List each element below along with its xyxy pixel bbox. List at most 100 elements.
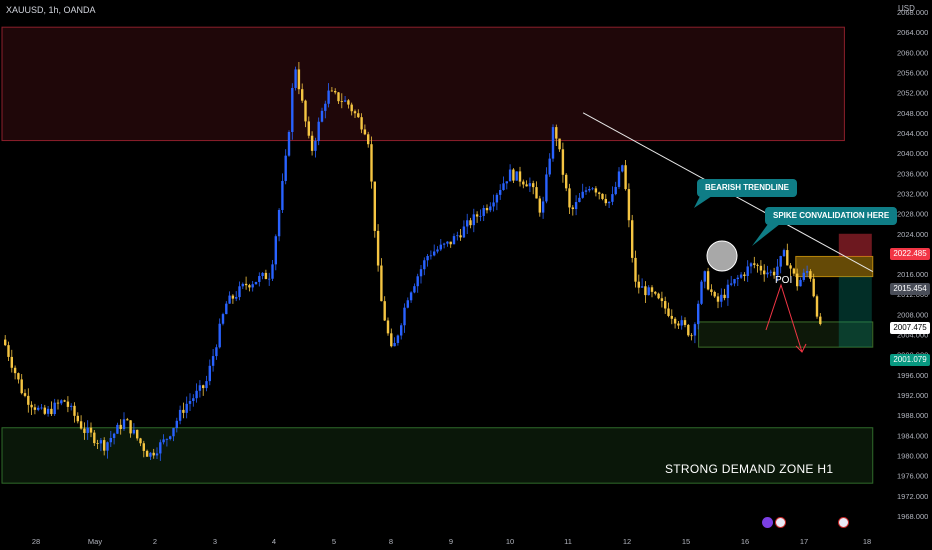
candle-body <box>515 171 518 181</box>
candle-body <box>367 134 370 145</box>
demand-zone-label: STRONG DEMAND ZONE H1 <box>665 462 834 476</box>
lightning-icon[interactable] <box>762 517 773 528</box>
spike-convalidation-callout: SPIKE CONVALIDATION HERE <box>765 207 898 225</box>
y-tick-label: 2028.000 <box>897 210 928 219</box>
candle-body <box>601 193 604 199</box>
candle-body <box>640 286 644 288</box>
candle-body <box>667 308 670 316</box>
candle-body <box>119 424 122 429</box>
candle-body <box>452 236 456 245</box>
candle-body <box>4 339 7 346</box>
y-tick-label: 2024.000 <box>897 230 928 239</box>
candle-body <box>637 281 640 288</box>
x-tick-label: 2 <box>153 537 157 546</box>
candle-body <box>132 429 136 434</box>
callout-pointer-spike <box>752 224 780 246</box>
candle-body <box>439 244 442 250</box>
candle-body <box>175 420 178 429</box>
candle-body <box>327 90 330 104</box>
y-tick-label: 1996.000 <box>897 371 928 380</box>
candle-body <box>277 209 281 237</box>
candle-body <box>442 243 446 245</box>
candle-body <box>518 171 522 182</box>
candle-body <box>677 323 680 326</box>
candle-body <box>706 271 710 290</box>
candle-body <box>126 419 129 421</box>
candle-body <box>301 89 304 101</box>
candle-body <box>343 100 347 102</box>
candle-body <box>512 169 515 181</box>
bearish-trendline-callout: BEARISH TRENDLINE <box>697 179 798 197</box>
y-tick-label: 2068.000 <box>897 8 928 17</box>
candle-body <box>40 407 43 409</box>
candle-body <box>812 278 815 297</box>
x-tick-label: 11 <box>564 537 572 546</box>
candle-body <box>185 403 188 413</box>
candle-body <box>548 158 551 175</box>
candle-body <box>136 429 139 439</box>
candle-body <box>802 272 805 280</box>
x-tick-label: 18 <box>863 537 871 546</box>
candle-body <box>261 272 264 277</box>
candle-body <box>37 407 40 410</box>
candle-body <box>809 271 812 279</box>
candle-body <box>631 220 634 258</box>
candle-body <box>215 347 218 357</box>
candle-body <box>13 367 17 374</box>
price-tag-target: 2001.079 <box>890 354 930 366</box>
candle-body <box>720 294 723 302</box>
candle-body <box>268 278 271 280</box>
candle-body <box>93 432 96 444</box>
candle-body <box>753 263 756 265</box>
y-tick-label: 2004.000 <box>897 331 928 340</box>
x-tick-label: 12 <box>623 537 631 546</box>
x-tick-label: May <box>88 537 102 546</box>
candle-body <box>281 180 284 210</box>
candle-body <box>383 301 386 321</box>
candle-body <box>598 192 601 194</box>
x-tick-label: 28 <box>32 537 40 546</box>
candle-body <box>730 283 733 285</box>
symbol-header[interactable]: XAUUSD, 1h, OANDA <box>6 5 96 15</box>
candle-body <box>578 197 581 203</box>
candle-body <box>66 401 70 407</box>
candle-body <box>330 90 334 92</box>
candle-body <box>99 440 103 444</box>
candle-body <box>169 436 172 439</box>
candle-body <box>456 235 459 237</box>
candle-body <box>142 443 145 451</box>
us-flag-event-icon[interactable] <box>838 517 849 528</box>
y-tick-label: 1988.000 <box>897 411 928 420</box>
candle-body <box>815 296 819 317</box>
candle-body <box>43 407 46 414</box>
candle-body <box>159 442 162 454</box>
candle-body <box>433 251 436 256</box>
candle-body <box>423 260 426 270</box>
candle-body <box>202 385 205 389</box>
candle-body <box>591 188 594 190</box>
x-tick-label: 4 <box>272 537 276 546</box>
candle-body <box>429 255 433 257</box>
candle-body <box>449 241 452 245</box>
candle-body <box>340 101 343 102</box>
candle-body <box>310 135 314 151</box>
candle-body <box>796 273 799 287</box>
candle-body <box>426 256 429 261</box>
candle-body <box>614 186 617 195</box>
candle-body <box>763 270 766 275</box>
candle-body <box>650 287 654 292</box>
candle-body <box>274 236 277 265</box>
candle-body <box>195 390 198 399</box>
candle-body <box>221 314 225 324</box>
y-tick-label: 2060.000 <box>897 48 928 57</box>
candle-body <box>779 256 782 267</box>
candle-body <box>736 277 739 280</box>
zone-demand <box>1 427 874 484</box>
candle-body <box>769 271 772 273</box>
candle-body <box>17 373 20 380</box>
candle-body <box>198 385 202 391</box>
us-flag-icon[interactable] <box>775 517 786 528</box>
y-tick-label: 2032.000 <box>897 189 928 198</box>
candle-body <box>786 250 789 266</box>
currency-label: USD <box>898 4 915 13</box>
